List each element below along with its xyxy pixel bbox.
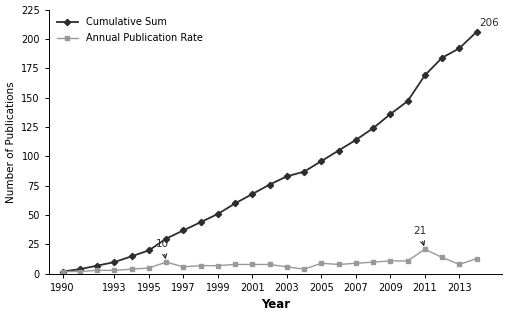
Annual Publication Rate <box>249 262 256 266</box>
X-axis label: Year: Year <box>261 298 290 311</box>
Line: Cumulative Sum: Cumulative Sum <box>60 30 479 274</box>
Text: 21: 21 <box>413 226 426 245</box>
Cumulative Sum <box>353 138 359 142</box>
Cumulative Sum <box>215 212 221 216</box>
Annual Publication Rate <box>439 256 445 259</box>
Cumulative Sum <box>232 202 238 205</box>
Cumulative Sum <box>163 237 169 241</box>
Annual Publication Rate <box>180 265 186 269</box>
Cumulative Sum <box>456 46 462 50</box>
Legend: Cumulative Sum, Annual Publication Rate: Cumulative Sum, Annual Publication Rate <box>54 14 206 46</box>
Cumulative Sum <box>336 149 342 152</box>
Annual Publication Rate <box>456 262 462 266</box>
Text: 206: 206 <box>479 18 499 28</box>
Annual Publication Rate <box>198 264 204 268</box>
Cumulative Sum <box>111 260 117 264</box>
Annual Publication Rate <box>319 262 325 265</box>
Cumulative Sum <box>146 249 152 252</box>
Annual Publication Rate <box>404 259 410 263</box>
Cumulative Sum <box>198 220 204 224</box>
Annual Publication Rate <box>77 270 83 274</box>
Cumulative Sum <box>94 264 100 268</box>
Cumulative Sum <box>284 174 290 178</box>
Cumulative Sum <box>267 183 273 186</box>
Cumulative Sum <box>59 270 66 274</box>
Annual Publication Rate <box>353 262 359 265</box>
Annual Publication Rate <box>59 270 66 274</box>
Annual Publication Rate <box>387 259 393 263</box>
Annual Publication Rate <box>473 257 480 261</box>
Annual Publication Rate <box>301 267 307 271</box>
Annual Publication Rate <box>284 265 290 269</box>
Cumulative Sum <box>180 229 186 232</box>
Y-axis label: Number of Publications: Number of Publications <box>6 81 16 203</box>
Annual Publication Rate <box>111 268 117 272</box>
Cumulative Sum <box>301 170 307 174</box>
Line: Annual Publication Rate: Annual Publication Rate <box>60 247 479 274</box>
Cumulative Sum <box>422 74 428 77</box>
Cumulative Sum <box>77 267 83 271</box>
Cumulative Sum <box>370 126 376 130</box>
Cumulative Sum <box>249 192 256 196</box>
Cumulative Sum <box>473 30 480 34</box>
Cumulative Sum <box>404 99 410 103</box>
Cumulative Sum <box>319 159 325 163</box>
Annual Publication Rate <box>370 260 376 264</box>
Annual Publication Rate <box>163 260 169 264</box>
Annual Publication Rate <box>422 247 428 251</box>
Annual Publication Rate <box>232 262 238 266</box>
Cumulative Sum <box>387 112 393 116</box>
Annual Publication Rate <box>267 262 273 266</box>
Cumulative Sum <box>129 254 135 258</box>
Cumulative Sum <box>439 56 445 60</box>
Annual Publication Rate <box>94 268 100 272</box>
Text: 10: 10 <box>156 239 169 258</box>
Annual Publication Rate <box>336 262 342 266</box>
Annual Publication Rate <box>215 264 221 268</box>
Annual Publication Rate <box>129 267 135 271</box>
Annual Publication Rate <box>146 266 152 270</box>
